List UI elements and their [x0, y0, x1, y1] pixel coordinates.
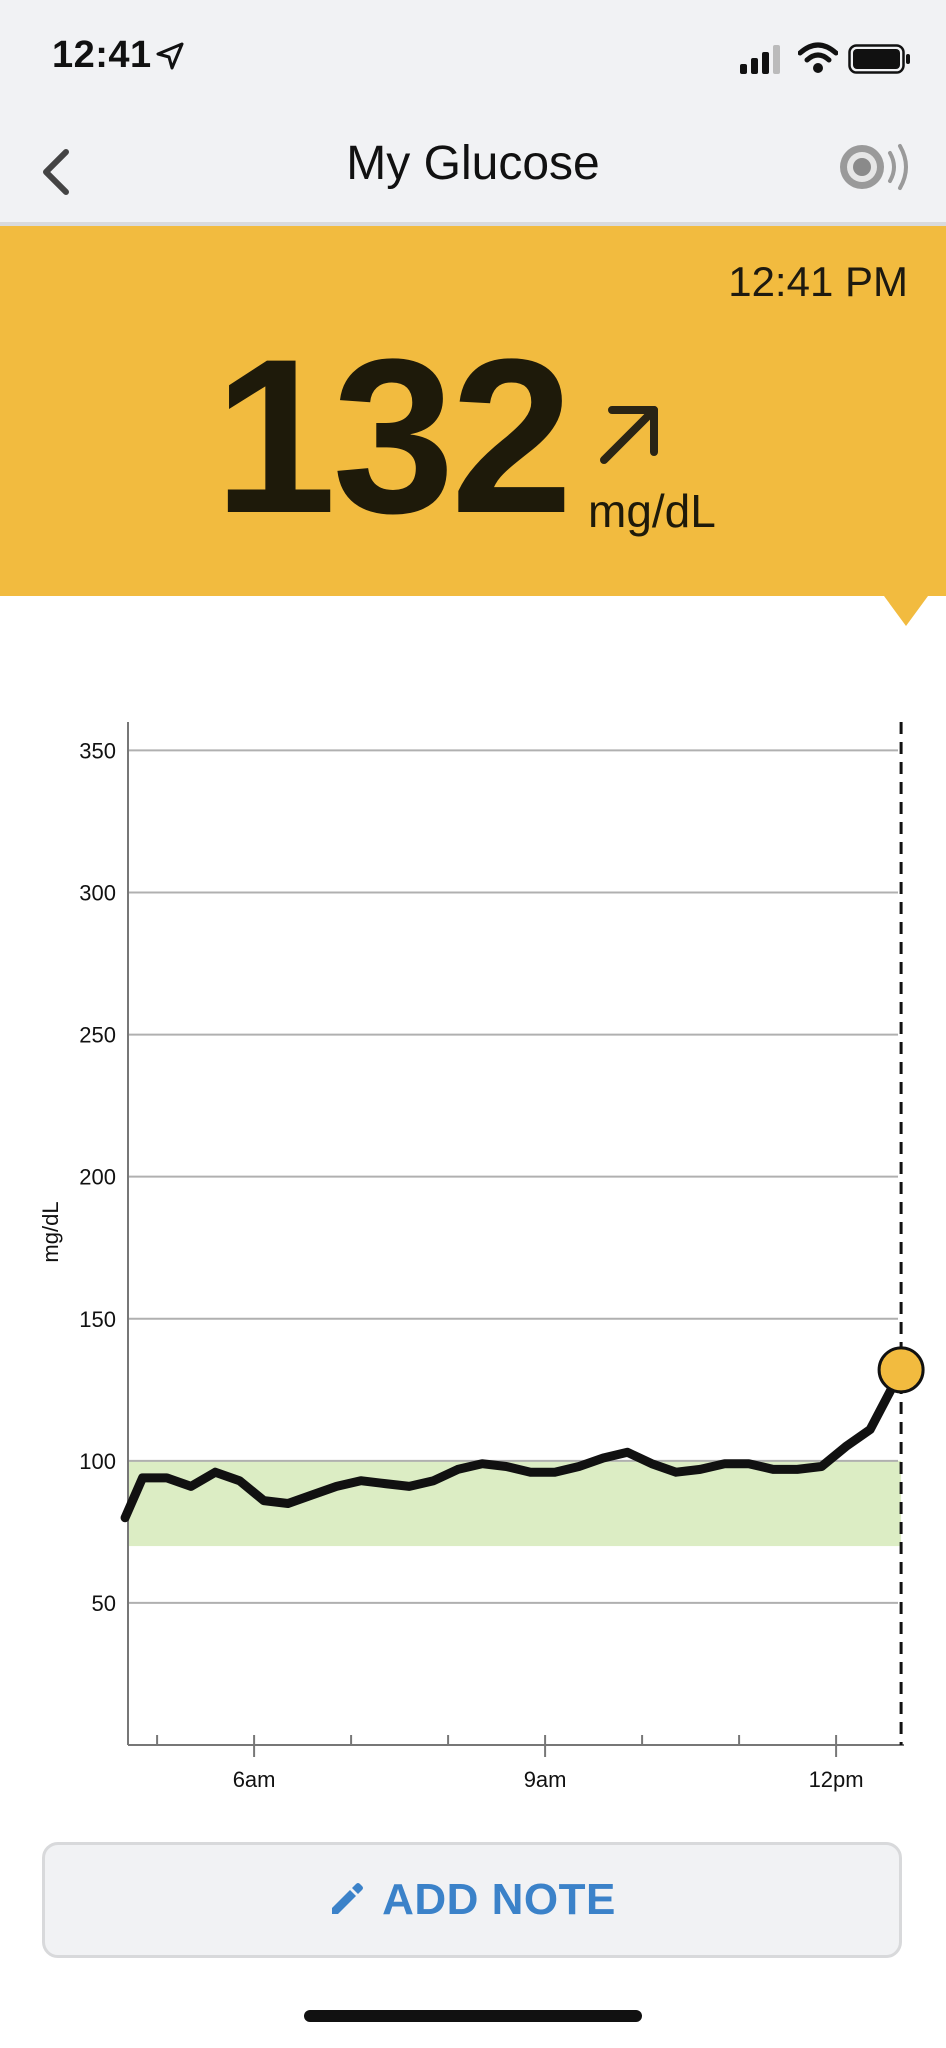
current-reading-point [877, 1346, 925, 1394]
battery-icon [848, 44, 910, 74]
location-arrow-icon [156, 42, 184, 70]
status-time: 12:41 [52, 34, 152, 76]
glucose-unit: mg/dL [588, 485, 716, 537]
home-indicator [304, 2010, 642, 2022]
y-tick-label: 100 [79, 1449, 116, 1474]
cellular-signal-icon [740, 45, 780, 74]
sensor-button[interactable] [836, 136, 916, 198]
glucose-chart: 6am 9am 12pm 350 300 250 200 150 100 50 mg/dL [38, 722, 925, 1792]
pencil-icon [332, 1883, 364, 1914]
y-tick-label: 200 [79, 1165, 116, 1190]
current-reading-banner: 12:41 PM 132 mg/dL [0, 226, 946, 596]
x-tick-label: 12pm [809, 1767, 864, 1792]
banner-pointer [884, 596, 928, 626]
wifi-icon [798, 42, 838, 73]
glucose-line [120, 1365, 906, 1523]
status-bar: 12:41 [0, 0, 946, 116]
y-axis-label: mg/dL [38, 1201, 63, 1262]
glucose-value: 132 [214, 313, 573, 559]
trend-arrow-up-right-icon [600, 406, 658, 464]
add-note-button[interactable]: ADD NOTE [42, 1842, 902, 1958]
y-tick-label: 150 [79, 1307, 116, 1332]
back-button[interactable] [34, 142, 78, 202]
x-tick-label: 9am [524, 1767, 567, 1792]
page-title: My Glucose [346, 137, 600, 190]
chevron-left-icon [43, 149, 69, 195]
y-tick-label: 250 [79, 1023, 116, 1048]
nav-bar: My Glucose [0, 116, 946, 226]
sensor-scan-icon [840, 144, 908, 190]
y-tick-label: 300 [79, 881, 116, 906]
reading-time: 12:41 PM [728, 258, 908, 305]
x-tick-label: 6am [233, 1767, 276, 1792]
y-tick-label: 50 [92, 1591, 116, 1616]
y-tick-label: 350 [79, 738, 116, 763]
target-range-band [128, 1460, 902, 1547]
add-note-label: ADD NOTE [382, 1875, 616, 1924]
